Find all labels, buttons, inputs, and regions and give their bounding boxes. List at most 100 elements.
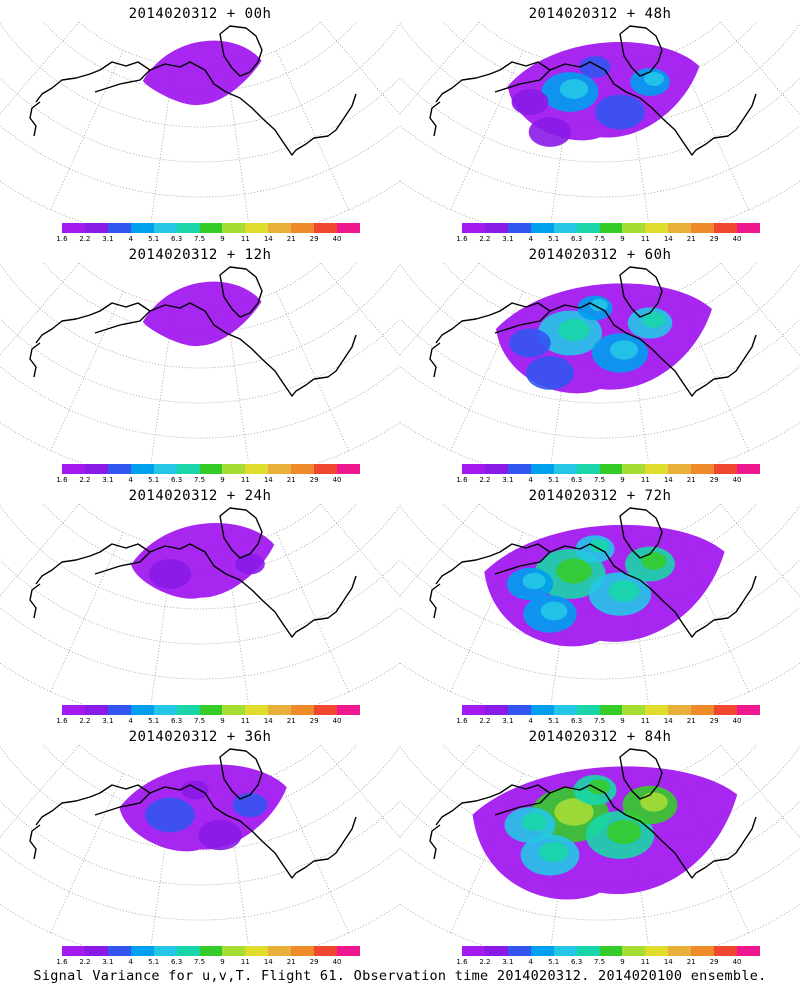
colorbar-swatch [622,464,646,474]
colorbar-swatch [576,464,600,474]
colorbar-swatch [599,223,623,233]
colorbar-swatch [553,223,577,233]
colorbar-swatch [668,464,692,474]
colorbar-tick-label: 29 [709,717,719,725]
variance-field [131,523,275,599]
colorbar-tick-label: 14 [663,235,673,243]
colorbar-tick-label: 21 [286,476,296,484]
colorbar-tick-label: 1.6 [56,235,68,243]
graticule [0,22,400,222]
colorbar-tick-label: 4 [528,958,533,966]
colorbar-tick-label: 2.2 [79,476,91,484]
colorbar-tick-label: 14 [663,717,673,725]
panel-title: 2014020312 + 72h [528,488,672,504]
colorbar-tick-label: 21 [686,958,696,966]
colorbar-tick-label: 7.5 [593,476,606,484]
map-panel: 2014020312 + 00h 1.6 2.2 3.1 4 5.1 6.3 7.5 9 11 14… [0,0,400,245]
colorbar-labels: 1.6 2.2 3.1 4 5.1 6.3 7.5 9 11 14 21 29 40 [452,235,770,245]
coastlines [29,748,357,879]
colorbar-tick-label: 5.1 [148,235,160,243]
panel-title: 2014020312 + 60h [528,247,672,263]
colorbar-labels: 1.6 2.2 3.1 4 5.1 6.3 7.5 9 11 14 21 29 40 [452,717,770,727]
variance-field [142,40,262,106]
map-panel: 2014020312 + 84h 1.6 2.2 3.1 4 5.1 6.3 7.5 9 11 14… [400,723,800,968]
colorbar-swatch [337,946,360,956]
colorbar-swatch [507,946,531,956]
colorbar-tick-label: 4 [128,958,133,966]
coastlines [429,25,757,156]
colorbar-tick-label: 21 [686,717,696,725]
colorbar-swatch [314,464,338,474]
colorbar-swatch [484,223,508,233]
colorbar-swatch [268,464,292,474]
colorbar-swatch [176,223,200,233]
colorbar-swatch [530,705,554,715]
colorbar-swatch [337,223,360,233]
colorbar-swatch [84,223,108,233]
colorbar-swatch [622,705,646,715]
variance-field [119,764,287,852]
colorbar-tick-label: 29 [309,958,319,966]
graticule [0,504,400,704]
map-panel: 2014020312 + 72h 1.6 2.2 3.1 4 5.1 6.3 7.5 9 11 14… [400,482,800,727]
coastlines [29,507,357,638]
colorbar-tick-label: 1.6 [456,958,468,966]
colorbar-tick-label: 7.5 [593,235,606,243]
coastlines [429,266,757,397]
colorbar-tick-label: 4 [128,235,133,243]
colorbar-swatch [484,464,508,474]
colorbar-tick-label: 2.2 [479,476,491,484]
colorbar-tick-label: 29 [709,235,719,243]
colorbar-tick-label: 1.6 [456,717,468,725]
colorbar-swatch [245,946,269,956]
colorbar-swatch [130,705,154,715]
colorbar-tick-label: 40 [332,235,342,243]
colorbar-tick-label: 29 [709,476,719,484]
colorbar-tick-label: 21 [286,958,296,966]
colorbar-tick-label: 1.6 [456,476,468,484]
colorbar-tick-label: 6.3 [571,958,583,966]
colorbar-swatch [691,223,715,233]
colorbar-tick-label: 21 [286,717,296,725]
colorbar-tick-label: 40 [732,476,742,484]
colorbar-swatch [622,946,646,956]
map-plot [0,504,400,704]
colorbar-swatch [714,705,738,715]
colorbar-swatch [268,223,292,233]
colorbar-tick-label: 40 [332,476,342,484]
colorbar-swatch [62,464,85,474]
colorbar-tick-label: 21 [286,235,296,243]
colorbar-swatch [291,705,315,715]
colorbar-tick-label: 4 [128,717,133,725]
colorbar-labels: 1.6 2.2 3.1 4 5.1 6.3 7.5 9 11 14 21 29 40 [52,476,370,486]
colorbar-tick-label: 14 [263,235,273,243]
colorbar-swatch [268,705,292,715]
colorbar-tick-label: 9 [620,476,625,484]
colorbar-tick-label: 3.1 [102,235,114,243]
colorbar-tick-label: 29 [309,717,319,725]
coastlines [429,748,757,879]
panel-title: 2014020312 + 00h [128,6,272,22]
colorbar-tick-label: 14 [263,476,273,484]
colorbar-swatch [245,705,269,715]
colorbar-tick-label: 4 [528,717,533,725]
colorbar-swatch [622,223,646,233]
colorbar-tick-label: 11 [640,476,650,484]
colorbar-swatch [668,223,692,233]
map-plot [0,22,400,222]
colorbar-tick-label: 4 [528,235,533,243]
colorbar-swatch [153,223,177,233]
graticule [0,745,400,945]
colorbar-swatch [714,223,738,233]
colorbar-tick-label: 5.1 [548,717,560,725]
colorbar-tick-label: 29 [309,476,319,484]
colorbar-tick-label: 5.1 [148,958,160,966]
colorbar-swatch [553,705,577,715]
colorbar-tick-label: 6.3 [171,958,183,966]
colorbar [62,223,360,233]
colorbar [462,705,760,715]
colorbar-swatch [153,464,177,474]
colorbar-tick-label: 5.1 [148,476,160,484]
colorbar-swatch [599,705,623,715]
map-panel: 2014020312 + 12h 1.6 2.2 3.1 4 5.1 6.3 7.5 9 11 14… [0,241,400,486]
